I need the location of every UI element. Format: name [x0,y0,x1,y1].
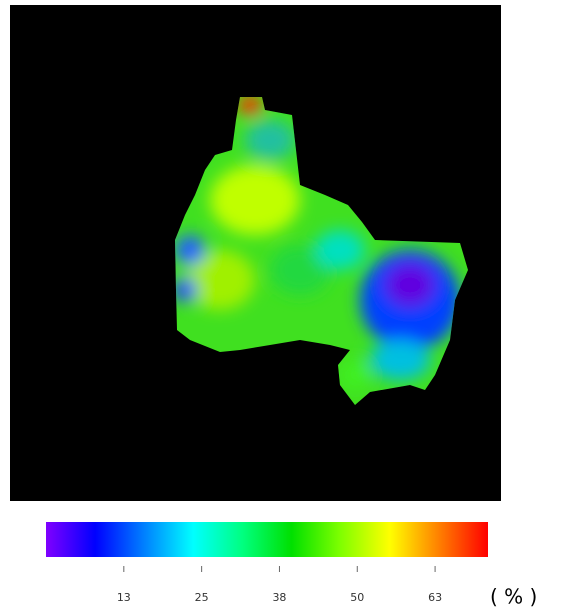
tick-label: 50 [350,591,364,604]
tick-label: 63 [428,591,442,604]
tick-label: 38 [272,591,286,604]
tick-label: 25 [195,591,209,604]
tick-label: 13 [117,591,131,604]
colorbar [46,522,488,557]
unit-label: ( % ) [490,585,537,609]
